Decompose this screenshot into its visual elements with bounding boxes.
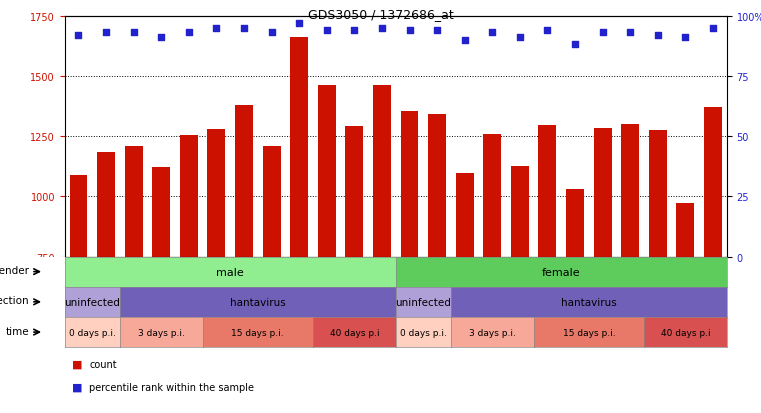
Point [486, 30, 498, 37]
Bar [318, 86, 336, 257]
Point [238, 25, 250, 32]
Text: ■: ■ [72, 382, 83, 392]
Text: male: male [216, 267, 244, 277]
Point [431, 28, 443, 34]
Bar [180, 135, 198, 257]
Point [403, 28, 416, 34]
Point [155, 35, 167, 41]
Text: 40 days p.i: 40 days p.i [330, 328, 379, 337]
Point [459, 37, 471, 44]
Point [624, 30, 636, 37]
Text: 0 days p.i.: 0 days p.i. [400, 328, 447, 337]
Point [569, 42, 581, 49]
Point [707, 25, 719, 32]
Text: infection: infection [0, 296, 29, 306]
Point [266, 30, 278, 37]
Bar [704, 108, 722, 257]
Text: uninfected: uninfected [65, 297, 120, 307]
Text: hantavirus: hantavirus [561, 297, 616, 307]
Point [72, 33, 84, 39]
Bar [428, 115, 446, 257]
Text: 3 days p.i.: 3 days p.i. [469, 328, 516, 337]
Bar [649, 131, 667, 257]
Bar [97, 152, 115, 257]
Bar [677, 204, 694, 257]
Point [680, 35, 692, 41]
Text: uninfected: uninfected [396, 297, 451, 307]
Text: 3 days p.i.: 3 days p.i. [138, 328, 185, 337]
Bar [456, 174, 473, 257]
Bar [69, 175, 88, 257]
Text: gender: gender [0, 266, 29, 275]
Bar [125, 146, 142, 257]
Point [349, 28, 361, 34]
Bar [263, 146, 281, 257]
Point [320, 28, 333, 34]
Bar [483, 134, 501, 257]
Text: 0 days p.i.: 0 days p.i. [68, 328, 116, 337]
Bar [539, 126, 556, 257]
Text: count: count [89, 359, 116, 369]
Bar [208, 130, 225, 257]
Point [514, 35, 526, 41]
Text: 40 days p.i: 40 days p.i [661, 328, 710, 337]
Point [210, 25, 222, 32]
Bar [235, 105, 253, 257]
Text: hantavirus: hantavirus [230, 297, 285, 307]
Text: percentile rank within the sample: percentile rank within the sample [89, 382, 254, 392]
Text: time: time [5, 326, 29, 336]
Text: 15 days p.i.: 15 days p.i. [562, 328, 615, 337]
Bar [290, 38, 308, 257]
Point [128, 30, 140, 37]
Bar [621, 125, 639, 257]
Point [541, 28, 553, 34]
Bar [594, 128, 612, 257]
Text: 15 days p.i.: 15 days p.i. [231, 328, 284, 337]
Bar [511, 167, 529, 257]
Bar [373, 86, 391, 257]
Point [100, 30, 112, 37]
Bar [566, 190, 584, 257]
Point [597, 30, 609, 37]
Bar [152, 168, 170, 257]
Bar [345, 127, 363, 257]
Point [651, 33, 664, 39]
Bar [400, 112, 419, 257]
Point [293, 20, 305, 27]
Point [183, 30, 195, 37]
Text: ■: ■ [72, 359, 83, 369]
Text: female: female [542, 267, 581, 277]
Text: GDS3050 / 1372686_at: GDS3050 / 1372686_at [307, 8, 454, 21]
Point [376, 25, 388, 32]
